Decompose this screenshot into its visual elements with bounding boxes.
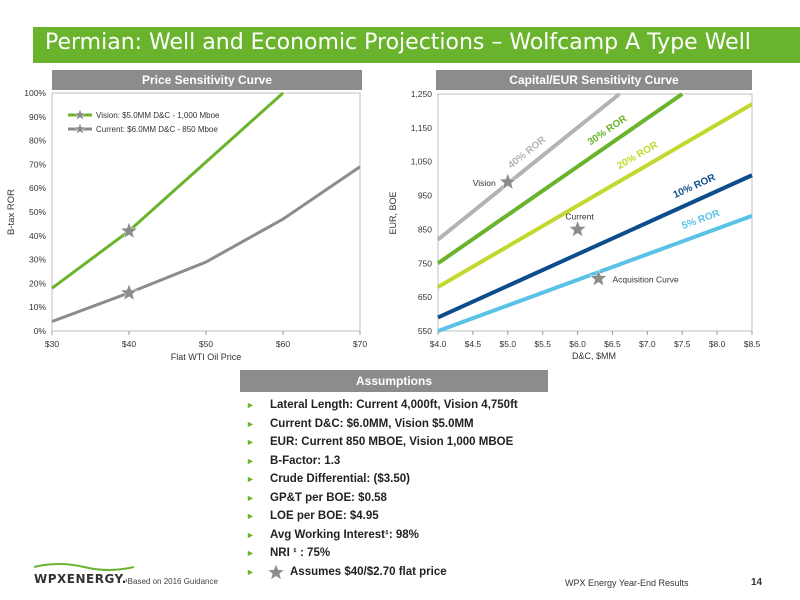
x-tick-label: $8.5 bbox=[744, 339, 761, 349]
assumption-item: ► Assumes $40/$2.70 flat price bbox=[244, 563, 518, 582]
bullet-icon: ► bbox=[246, 529, 255, 540]
x-tick-label: $4.0 bbox=[430, 339, 447, 349]
y-tick-label: 1,050 bbox=[411, 157, 433, 167]
x-tick-label: $8.0 bbox=[709, 339, 726, 349]
assumption-item: ► Lateral Length: Current 4,000ft, Vision… bbox=[244, 396, 518, 415]
page-title: Permian: Well and Economic Projections –… bbox=[45, 30, 751, 55]
star-marker bbox=[589, 268, 608, 287]
assumptions-list: ► Lateral Length: Current 4,000ft, Vision… bbox=[244, 396, 518, 581]
bullet-icon: ► bbox=[246, 566, 255, 577]
x-tick-label: $40 bbox=[122, 339, 136, 349]
bullet-icon: ► bbox=[246, 474, 255, 484]
ror-line bbox=[436, 102, 754, 289]
assumptions-header: Assumptions bbox=[240, 370, 548, 392]
legend-star-icon bbox=[73, 108, 87, 121]
price-sensitivity-header: Price Sensitivity Curve bbox=[52, 70, 362, 90]
title-bar: Permian: Well and Economic Projections –… bbox=[33, 27, 800, 63]
x-tick-label: $7.5 bbox=[674, 339, 691, 349]
y-tick-label: 90% bbox=[29, 112, 46, 122]
assumption-item: ► EUR: Current 850 MBOE, Vision 1,000 MBO… bbox=[244, 433, 518, 452]
x-tick-label: $60 bbox=[276, 339, 290, 349]
x-tick-label: $50 bbox=[199, 339, 213, 349]
bullet-icon: ► bbox=[246, 548, 255, 558]
assumption-item: ► Crude Differential: ($3.50) bbox=[244, 470, 518, 489]
assumption-item: ► GP&T per BOE: $0.58 bbox=[244, 489, 518, 508]
assumption-item: ► Current D&C: $6.0MM, Vision $5.0MM bbox=[244, 415, 518, 434]
x-tick-label: $6.5 bbox=[604, 339, 621, 349]
price-sensitivity-chart: 0% 10% 20% 30% 40% 50% 60% 70% 80% 90% 100% $30 $40… bbox=[6, 88, 367, 362]
y-tick-label: 80% bbox=[29, 136, 46, 146]
series-line-current bbox=[51, 165, 361, 323]
y-axis-label: B-tax ROR bbox=[6, 189, 17, 235]
x-axis-label: Flat WTI Oil Price bbox=[171, 352, 242, 362]
y-tick-label: 650 bbox=[418, 292, 432, 302]
ror-line bbox=[436, 92, 684, 265]
capital-eur-sensitivity-header: Capital/EUR Sensitivity Curve bbox=[436, 70, 752, 90]
series-line-vision bbox=[51, 91, 285, 290]
star-marker bbox=[568, 219, 587, 238]
assumption-item: ► NRI ¹ : 75% bbox=[244, 544, 518, 563]
bullet-icon: ► bbox=[246, 418, 255, 429]
assumption-item: ► LOE per BOE: $4.95 bbox=[244, 507, 518, 526]
ror-line-label: 30% ROR bbox=[586, 113, 630, 148]
ror-line bbox=[437, 214, 753, 333]
bullet-icon: ► bbox=[246, 492, 255, 503]
ror-line-label: 10% ROR bbox=[672, 172, 718, 201]
star-icon bbox=[268, 564, 284, 579]
y-tick-label: 20% bbox=[29, 278, 46, 288]
y-tick-label: 60% bbox=[29, 183, 46, 193]
y-tick-label: 1,250 bbox=[411, 89, 433, 99]
plot-area-border bbox=[437, 93, 753, 332]
legend-label: Current: $6.0MM D&C - 850 Mboe bbox=[96, 125, 218, 134]
legend-star-icon bbox=[73, 122, 87, 135]
x-tick-label: $5.0 bbox=[500, 339, 517, 349]
x-tick-label: $4.5 bbox=[465, 339, 482, 349]
y-tick-label: 40% bbox=[29, 231, 46, 241]
ror-line bbox=[436, 92, 621, 242]
x-tick-label: $5.5 bbox=[534, 339, 551, 349]
ror-line-label: 20% ROR bbox=[615, 139, 660, 172]
star-marker bbox=[119, 283, 139, 301]
capital-eur-sensitivity-chart: 550 650 750 850 950 1,050 1,150 1,250 $4.0 $4.5 $… bbox=[388, 89, 761, 361]
x-tick-label: $30 bbox=[45, 339, 59, 349]
point-label: Current bbox=[565, 211, 594, 221]
point-label: Acquisition Curve bbox=[612, 275, 678, 285]
star-marker bbox=[498, 172, 517, 190]
bullet-icon: ► bbox=[246, 400, 255, 410]
y-axis-label: EUR, BOE bbox=[388, 191, 398, 234]
y-tick-label: 50% bbox=[29, 207, 46, 217]
footnote: ¹Based on 2016 Guidance bbox=[125, 577, 218, 586]
y-tick-label: 550 bbox=[418, 326, 432, 336]
x-tick-label: $6.0 bbox=[569, 339, 586, 349]
bullet-icon: ► bbox=[246, 511, 255, 521]
y-tick-label: 0% bbox=[34, 326, 47, 336]
y-tick-label: 70% bbox=[29, 159, 46, 169]
y-tick-label: 850 bbox=[418, 224, 432, 234]
y-tick-label: 10% bbox=[29, 302, 46, 312]
company-logo: WPXENERGY. bbox=[34, 563, 134, 586]
page-number: 14 bbox=[751, 577, 763, 588]
assumption-item: ► B-Factor: 1.3 bbox=[244, 452, 518, 471]
y-tick-label: 950 bbox=[418, 191, 432, 201]
legend-label: Vision: $5.0MM D&C - 1,000 Mboe bbox=[96, 111, 220, 120]
y-tick-label: 100% bbox=[24, 88, 46, 98]
bullet-icon: ► bbox=[246, 455, 255, 466]
y-tick-label: 30% bbox=[29, 255, 46, 265]
star-marker bbox=[119, 221, 139, 239]
x-tick-label: $7.0 bbox=[639, 339, 656, 349]
footer-title: WPX Energy Year-End Results bbox=[565, 578, 689, 588]
bullet-icon: ► bbox=[246, 437, 255, 447]
y-tick-label: 750 bbox=[418, 258, 432, 268]
ror-line bbox=[437, 173, 753, 320]
point-label: Vision bbox=[473, 178, 496, 188]
x-tick-label: $70 bbox=[353, 339, 367, 349]
x-axis-label: D&C, $MM bbox=[572, 351, 616, 361]
y-tick-label: 1,150 bbox=[411, 123, 433, 133]
assumption-item: ► Avg Working Interest¹: 98% bbox=[244, 526, 518, 545]
